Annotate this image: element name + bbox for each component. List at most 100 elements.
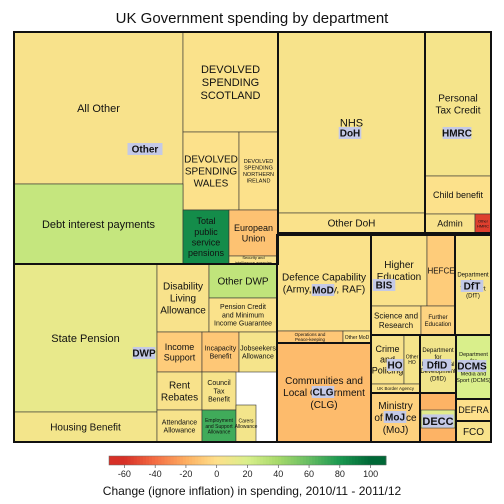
dept-label-doh: DoH [340,129,361,140]
badge-bg-ho [386,359,404,371]
badge-bg-doh [338,127,362,139]
dept-label-bis: BIS [376,281,393,292]
colorbar-segment [342,456,347,465]
cell-label-pension-credit-and-minimum-income-guarantee: Pension Credit and Minimum Income Guarante… [214,304,272,328]
colorbar-label: Change (ignore inflation) in spending, 2… [102,484,402,498]
cell-label-devolved-spending-scotland: DEVOLVED SPENDING SCOTLAND [201,64,261,102]
colorbar-segment [130,456,135,465]
badge-bg-dfid [422,359,452,371]
cell-income-support [156,331,203,373]
colorbar-segment [136,456,141,465]
cell-further-education [420,305,456,336]
cell-jobseekers-allowance [238,331,278,373]
colorbar-segment [118,456,122,465]
cell-disability-living-allowance [156,263,210,333]
colorbar-tick-label: 20 [242,469,252,479]
colorbar-segment [210,456,215,465]
cell-rent-rebates [156,371,203,411]
colorbar-segment [189,456,193,465]
cell-label-employment-and-support-allowance: Employment and Support Allowance [205,418,233,436]
colorbar-segment [275,456,279,465]
colorbar-segment [229,456,233,465]
colorbar-segment [179,456,184,465]
colorbar-segment [318,456,322,465]
colorbar-segment [127,456,131,465]
cell-label-council-tax-benefit: Council Tax Benefit [207,380,231,404]
colorbar-segment [278,456,282,465]
colorbar-tick-label: -20 [179,469,192,479]
colorbar-segment [382,456,387,465]
colorbar-segment [296,456,301,465]
colorbar-segment [262,456,267,465]
cell-other-dwp [208,263,278,299]
cell-label-security-and-intelligence-agencies: Security and intelligence agencies [235,255,272,265]
group-border-fco [455,420,492,443]
colorbar-tick-label: 100 [363,469,378,479]
cell-label-devolved-spending-wales: DEVOLVED SPENDING WALES [184,155,238,190]
group-border-hmrc [424,31,492,234]
dept-label-dcms: DCMS [457,362,487,373]
cell-state-pension [13,263,158,413]
dept-label-other: Other [132,145,159,156]
badge-bg-decc [422,414,454,428]
colorbar-segment [345,456,350,465]
colorbar-tick-label: 40 [273,469,283,479]
colorbar-segment [235,456,239,465]
colorbar-segment [225,456,230,465]
colorbar-segment [333,456,338,465]
cell-label-hefce: HEFCE [427,266,454,275]
colorbar-tick-label: -40 [149,469,162,479]
colorbar-segment [324,456,328,465]
cell-nhs [277,31,426,214]
badge-bg-bis [372,279,396,291]
colorbar-segment [173,456,178,465]
cell-label-operations-and-peace-keeping: Operations and Peace-keeping [295,332,326,342]
colorbar-segment [133,456,138,465]
colorbar-segment [201,456,205,465]
colorbar-segment [339,456,344,465]
cell-council-tax-benefit [201,371,237,411]
cell-label-total-public-service-pensions: Total public service pensions [188,216,225,258]
colorbar-segment [259,456,264,465]
colorbar-segment [256,456,261,465]
dept-label-dwp: DWP [132,349,156,360]
dept-label-moj: MoJ [385,413,405,424]
colorbar-segment [269,456,273,465]
cell-label-nhs: NHS [340,117,363,129]
colorbar-segment [139,456,144,465]
cell-label-further-education: Further Education [425,315,452,328]
cell-label-other-hmrc: Other HMRC [477,219,489,229]
cell-higher-education [370,234,428,307]
colorbar-segment [367,456,372,465]
dept-label-decc: DECC [422,416,453,428]
cell-label-defra: DEFRA [458,405,489,415]
dept-label-dfid: DfID [427,361,448,372]
colorbar-segment [293,456,298,465]
cell-employment-and-support-allowance [201,409,237,443]
badge-bg-clg [311,386,335,398]
colorbar-segment [195,456,199,465]
colorbar-tick-label: 60 [304,469,314,479]
cell-total-public-service-pensions [182,209,230,265]
colorbar-segment [321,456,325,465]
dept-label-hmrc: HMRC [442,129,472,140]
cell-label-debt-interest-payments: Debt interest payments [42,219,156,231]
cell-label-housing-benefit: Housing Benefit [50,423,121,434]
chart-title: UK Government spending by department [115,10,389,27]
cell-label-european-union: European Union [234,223,273,244]
colorbar-segment [207,456,211,465]
colorbar-segment [281,456,285,465]
colorbar-segment [164,456,168,465]
colorbar-segment [115,456,119,465]
colorbar-segment [330,456,335,465]
colorbar-segment [299,456,304,465]
colorbar-tick-label: 0 [214,469,219,479]
colorbar-segment [152,456,156,465]
colorbar-segment [370,456,375,465]
colorbar-segment [312,456,316,465]
cell-label-attendance-allowance: Attendance Allowance [162,419,198,434]
colorbar-segment [232,456,236,465]
colorbar-segment [287,456,291,465]
cell-label-incapacity-benefit: Incapacity Benefit [205,345,237,360]
